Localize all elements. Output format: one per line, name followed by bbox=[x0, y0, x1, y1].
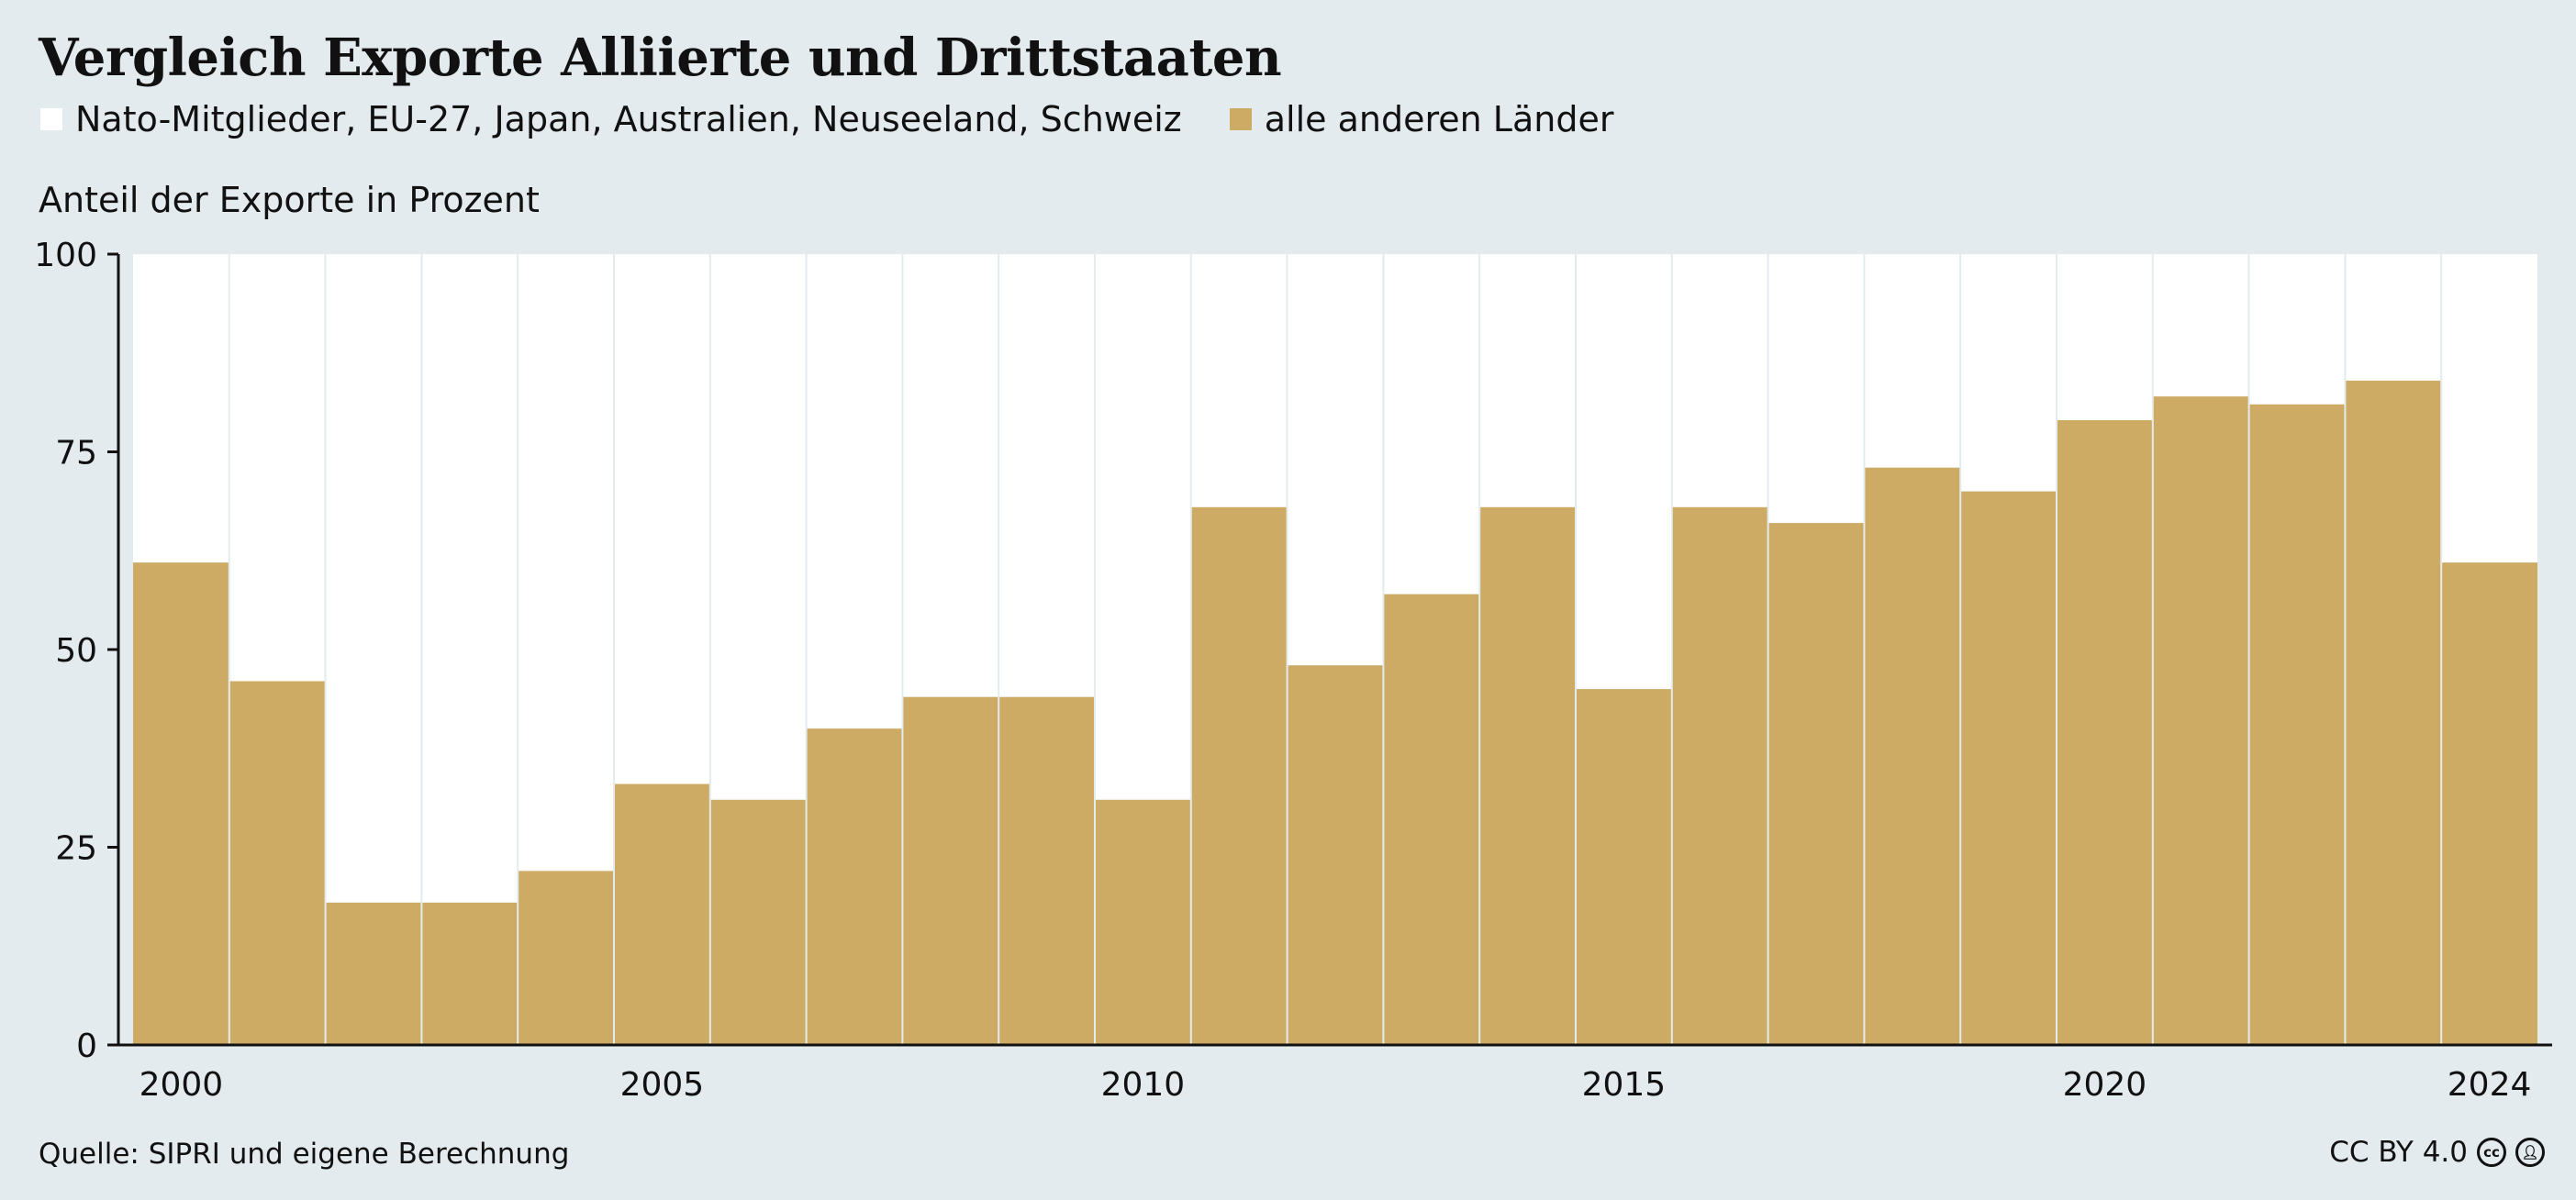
bar-allies-2011 bbox=[1190, 254, 1288, 507]
y-tick-label: 25 bbox=[55, 830, 97, 868]
bar-allies-2000 bbox=[133, 254, 229, 563]
x-tick-label: 2005 bbox=[620, 1066, 705, 1104]
bar-others-2009 bbox=[998, 696, 1095, 1045]
bar-others-2003 bbox=[421, 902, 519, 1045]
bar-allies-2012 bbox=[1287, 254, 1384, 666]
bar-allies-2006 bbox=[709, 254, 807, 800]
license-text: CC BY 4.0 bbox=[2329, 1136, 2468, 1169]
bar-allies-2013 bbox=[1383, 254, 1480, 594]
bar-others-2020 bbox=[2057, 420, 2153, 1045]
chart-title: Vergleich Exporte Alliierte und Drittsta… bbox=[39, 28, 1282, 88]
bar-allies-2001 bbox=[229, 254, 326, 682]
bar-allies-2003 bbox=[421, 254, 519, 903]
bar-others-2011 bbox=[1190, 506, 1288, 1045]
bar-allies-2022 bbox=[2248, 254, 2346, 405]
y-tick-label: 0 bbox=[76, 1028, 97, 1065]
x-tick-label: 2010 bbox=[1101, 1066, 1186, 1104]
x-tick-label: 2020 bbox=[2063, 1066, 2147, 1104]
bar-allies-2024 bbox=[2441, 254, 2537, 563]
bar-others-2015 bbox=[1576, 689, 1672, 1045]
bar-others-2008 bbox=[902, 696, 999, 1045]
legend-swatch-allies bbox=[40, 108, 62, 130]
bar-others-2000 bbox=[133, 562, 229, 1045]
bar-others-2005 bbox=[614, 783, 710, 1045]
bar-others-2024 bbox=[2441, 562, 2537, 1045]
bar-allies-2016 bbox=[1671, 254, 1768, 507]
x-tick-label: 2024 bbox=[2448, 1066, 2532, 1104]
bar-allies-2009 bbox=[998, 254, 1095, 697]
bar-allies-2020 bbox=[2057, 254, 2153, 421]
bar-allies-2010 bbox=[1095, 254, 1191, 800]
bar-allies-2004 bbox=[518, 254, 614, 872]
bar-others-2017 bbox=[1768, 523, 1865, 1045]
bar-others-2021 bbox=[2152, 396, 2249, 1045]
bar-others-2002 bbox=[325, 902, 422, 1045]
bar-others-2006 bbox=[709, 799, 807, 1045]
y-tick-label: 100 bbox=[34, 237, 97, 274]
bar-allies-2015 bbox=[1576, 254, 1672, 690]
bar-others-2001 bbox=[229, 681, 326, 1045]
y-axis-title: Anteil der Exporte in Prozent bbox=[39, 180, 540, 220]
bar-others-2016 bbox=[1671, 506, 1768, 1045]
legend-label-allies: Nato-Mitglieder, EU-27, Japan, Australie… bbox=[75, 99, 1182, 139]
bar-allies-2021 bbox=[2152, 254, 2249, 397]
bar-others-2004 bbox=[518, 871, 614, 1045]
bar-others-2012 bbox=[1287, 665, 1384, 1045]
y-tick-label: 75 bbox=[55, 435, 97, 472]
bar-others-2010 bbox=[1095, 799, 1191, 1045]
bar-allies-2018 bbox=[1864, 254, 1961, 468]
x-tick-label: 2015 bbox=[1582, 1066, 1667, 1104]
source-note: Quelle: SIPRI und eigene Berechnung bbox=[39, 1138, 570, 1171]
y-tick-label: 50 bbox=[55, 632, 97, 670]
bar-allies-2002 bbox=[325, 254, 422, 903]
creative-commons-icon: cc bbox=[2477, 1138, 2506, 1167]
legend-item-others: alle anderen Länder bbox=[1229, 99, 1614, 139]
bar-allies-2019 bbox=[1960, 254, 2057, 492]
bar-allies-2014 bbox=[1479, 254, 1576, 507]
bar-allies-2008 bbox=[902, 254, 999, 697]
bar-others-2007 bbox=[806, 728, 903, 1045]
bar-allies-2023 bbox=[2345, 254, 2442, 381]
bar-others-2014 bbox=[1479, 506, 1576, 1045]
legend-swatch-others bbox=[1229, 108, 1252, 130]
bar-others-2018 bbox=[1864, 467, 1961, 1045]
x-tick-label: 2000 bbox=[139, 1066, 224, 1104]
bar-allies-2007 bbox=[806, 254, 903, 729]
bar-others-2013 bbox=[1383, 594, 1480, 1045]
license: CC BY 4.0 cc 👤︎ bbox=[2329, 1136, 2545, 1169]
attribution-icon: 👤︎ bbox=[2515, 1138, 2545, 1167]
bar-allies-2005 bbox=[614, 254, 710, 784]
legend-label-others: alle anderen Länder bbox=[1264, 99, 1614, 139]
bar-allies-2017 bbox=[1768, 254, 1865, 524]
bar-others-2019 bbox=[1960, 491, 2057, 1045]
legend-item-allies: Nato-Mitglieder, EU-27, Japan, Australie… bbox=[40, 99, 1182, 139]
bar-others-2023 bbox=[2345, 380, 2442, 1045]
legend: Nato-Mitglieder, EU-27, Japan, Australie… bbox=[40, 99, 1661, 139]
bar-others-2022 bbox=[2248, 404, 2346, 1045]
